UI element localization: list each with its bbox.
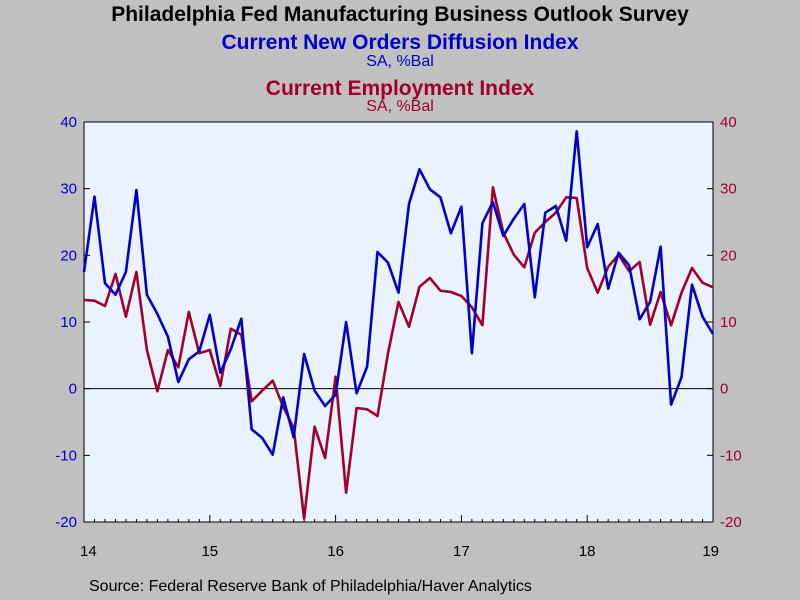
chart-title: Philadelphia Fed Manufacturing Business … [111, 3, 689, 26]
x-tick-label: 19 [702, 543, 719, 560]
y-right-tick-label: 0 [720, 381, 728, 398]
x-tick-label: 14 [80, 543, 97, 560]
y-left-tick-label: 0 [69, 381, 77, 398]
series-line-employment [83, 186, 714, 521]
y-right-tick-label: -20 [720, 514, 742, 531]
x-tick-label: 16 [327, 543, 344, 560]
y-left-tick-label: 20 [60, 247, 77, 264]
y-left-tick-label: -20 [55, 514, 77, 531]
y-left-tick-label: -10 [55, 447, 77, 464]
y-right-tick-label: 20 [720, 247, 737, 264]
series-2-title: Current Employment Index [265, 77, 535, 100]
y-right-tick-label: 30 [720, 181, 737, 198]
x-tick-label: 18 [579, 543, 596, 560]
plot-area [83, 121, 714, 523]
y-right-tick-label: -10 [720, 447, 742, 464]
y-left-tick-label: 10 [60, 314, 77, 331]
y-right-tick-label: 10 [720, 314, 737, 331]
series-1-title: Current New Orders Diffusion Index [221, 31, 579, 54]
series-1-units: SA, %Bal [366, 53, 434, 70]
x-tick-label: 15 [201, 543, 218, 560]
y-left-tick-label: 30 [60, 181, 77, 198]
series-line-new-orders [82, 130, 715, 457]
y-right-tick-label: 40 [720, 114, 737, 131]
y-left-tick-label: 40 [60, 114, 77, 131]
series-2-units: SA, %Bal [366, 98, 434, 115]
x-tick-label: 17 [453, 543, 470, 560]
source-note: Source: Federal Reserve Bank of Philadel… [89, 578, 532, 595]
